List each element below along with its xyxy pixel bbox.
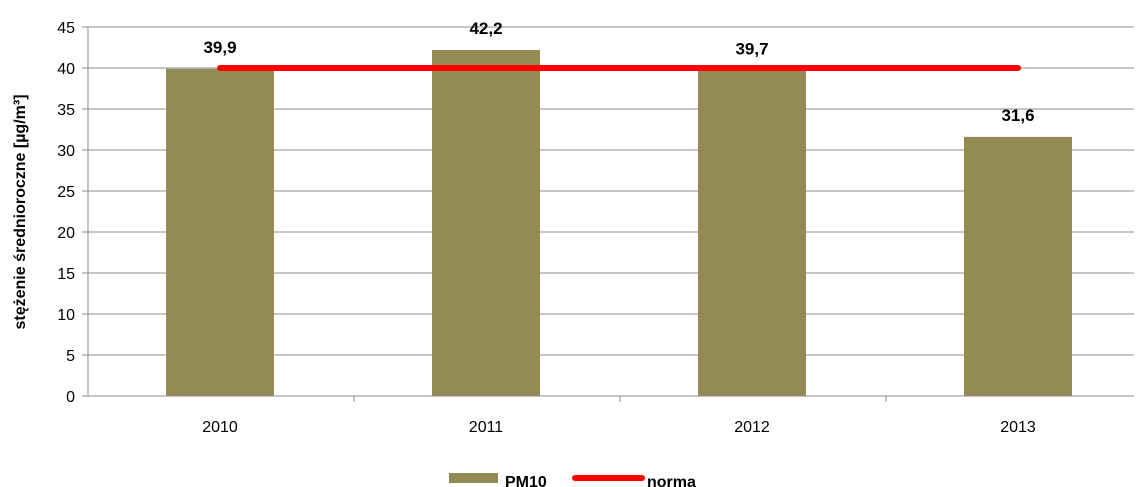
legend-swatch-pm10 (449, 473, 498, 483)
label-layer: 2010 39,9 2011 42,2 2012 39,7 2013 31,6 (202, 19, 1036, 436)
bars-layer (166, 49, 1072, 397)
data-label-2013: 31,6 (1001, 106, 1034, 125)
y-tick-label: 0 (66, 389, 75, 406)
x-tick-label: 2011 (469, 419, 504, 436)
y-tick-label: 20 (57, 225, 75, 242)
legend-label-pm10: PM10 (505, 474, 547, 487)
data-label-2012: 39,7 (735, 39, 768, 58)
y-tick-label: 15 (57, 266, 75, 283)
y-tick-label: 10 (57, 307, 75, 324)
bar-2012 (698, 70, 806, 397)
data-label-2010: 39,9 (203, 38, 236, 57)
bar-2011 (432, 49, 540, 397)
x-tick-label: 2012 (734, 419, 770, 436)
data-label-2011: 42,2 (469, 19, 502, 38)
x-tick-label: 2013 (1000, 419, 1036, 436)
legend-label-norma: norma (647, 474, 696, 487)
y-tick-label: 5 (66, 348, 75, 365)
y-tick-label: 35 (57, 102, 75, 119)
bar-2013 (964, 136, 1072, 396)
bar-2010 (166, 68, 274, 396)
y-tick-label: 45 (57, 20, 75, 37)
x-tick-label: 2010 (202, 419, 238, 436)
y-axis-title: stężenie średnioroczne [µg/m³] (12, 94, 29, 329)
y-tick-label: 25 (57, 184, 75, 201)
legend: PM10 norma (449, 473, 696, 487)
axis-layer: 0 5 10 15 20 25 30 35 40 45 (57, 20, 1134, 406)
y-tick-label: 30 (57, 143, 75, 160)
y-tick-label: 40 (57, 61, 75, 78)
